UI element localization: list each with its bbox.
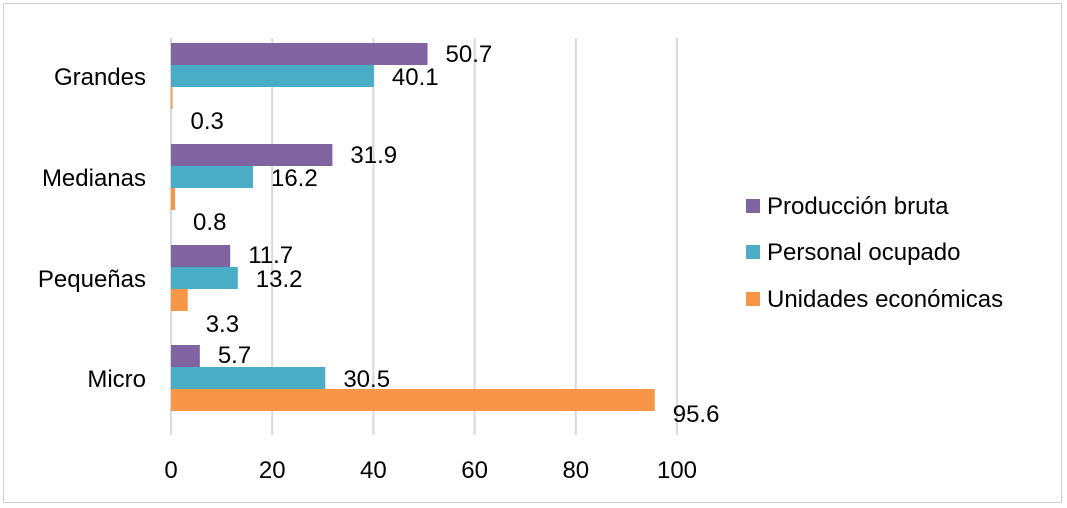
legend-swatch — [746, 245, 760, 259]
category-label: Micro — [87, 366, 146, 393]
bar — [171, 65, 374, 87]
bar — [171, 166, 253, 188]
legend-swatch — [746, 292, 760, 306]
data-label: 13.2 — [256, 266, 303, 293]
x-tick-label: 0 — [164, 457, 177, 484]
category-label: Pequeñas — [38, 266, 146, 293]
bar — [171, 345, 200, 367]
x-tick-label: 80 — [562, 457, 589, 484]
bar — [171, 43, 428, 65]
data-label: 40.1 — [392, 64, 439, 91]
data-label: 50.7 — [446, 41, 493, 68]
legend-swatch — [746, 199, 760, 213]
legend-label: Unidades económicas — [767, 286, 1003, 313]
bar — [171, 367, 326, 389]
bar — [171, 267, 238, 289]
x-tick-label: 100 — [657, 457, 697, 484]
data-label: 0.8 — [193, 209, 226, 236]
data-label: 95.6 — [673, 401, 720, 428]
data-label: 11.7 — [248, 242, 293, 269]
x-tick-label: 60 — [461, 457, 488, 484]
bar — [171, 389, 655, 411]
bar — [171, 245, 231, 267]
legend-label: Personal ocupado — [767, 239, 960, 266]
data-label: 3.3 — [206, 311, 239, 338]
data-label: 31.9 — [350, 142, 397, 169]
bar — [171, 144, 333, 166]
bar — [171, 87, 173, 109]
legend-label: Producción bruta — [767, 193, 949, 220]
bar — [171, 289, 188, 311]
data-label: 30.5 — [343, 366, 390, 393]
data-label: 16.2 — [271, 165, 318, 192]
x-tick-label: 40 — [360, 457, 387, 484]
data-label: 0.3 — [191, 108, 224, 135]
x-tick-label: 20 — [259, 457, 286, 484]
category-label: Medianas — [42, 165, 146, 192]
data-label: 5.7 — [218, 342, 251, 369]
bar — [171, 188, 176, 210]
category-label: Grandes — [54, 64, 146, 91]
